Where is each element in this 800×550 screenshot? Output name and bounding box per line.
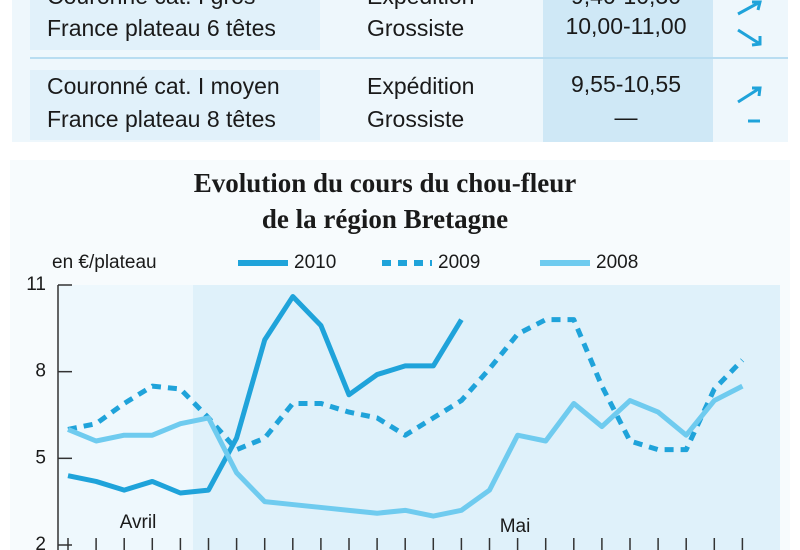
cell: — — [615, 104, 638, 130]
line-2010 — [67, 294, 464, 496]
trend-icons — [737, 0, 762, 123]
price-column — [543, 0, 713, 142]
cell: 10,00-11,00 — [565, 13, 686, 39]
cell: 9,40-10,30 — [571, 0, 681, 9]
plot-bg-april — [58, 285, 193, 550]
y-tick-label: 8 — [35, 361, 46, 382]
legend-label: 2009 — [438, 252, 480, 273]
cell: 9,55-10,55 — [571, 71, 681, 97]
line-2009 — [67, 317, 745, 453]
cell: France plateau 8 têtes — [47, 106, 276, 132]
cell: France plateau 6 têtes — [47, 15, 276, 41]
y-tick-label: 5 — [35, 447, 46, 468]
y-axis-label: en €/plateau — [52, 252, 157, 273]
cell: Expédition — [367, 73, 474, 99]
row-bg — [30, 0, 320, 50]
annotation: Mai — [500, 516, 531, 537]
chart-title: de la région Bretagne — [262, 204, 508, 234]
chart-title: Evolution du cours du chou-fleur — [194, 168, 577, 198]
annotation: Avril — [120, 512, 157, 533]
cell: Grossiste — [367, 15, 464, 41]
legend-label: 2008 — [596, 252, 638, 273]
row-bg — [30, 70, 320, 140]
cell: Expédition — [367, 0, 474, 9]
cell: Couronné cat. I moyen — [47, 73, 280, 99]
cell: Grossiste — [367, 106, 464, 132]
legend-label: 2010 — [294, 252, 336, 273]
y-tick-label: 11 — [26, 274, 46, 295]
cell: Couronné cat. I gros — [47, 0, 255, 9]
y-tick-label: 2 — [35, 534, 46, 550]
line-2008 — [67, 383, 744, 519]
